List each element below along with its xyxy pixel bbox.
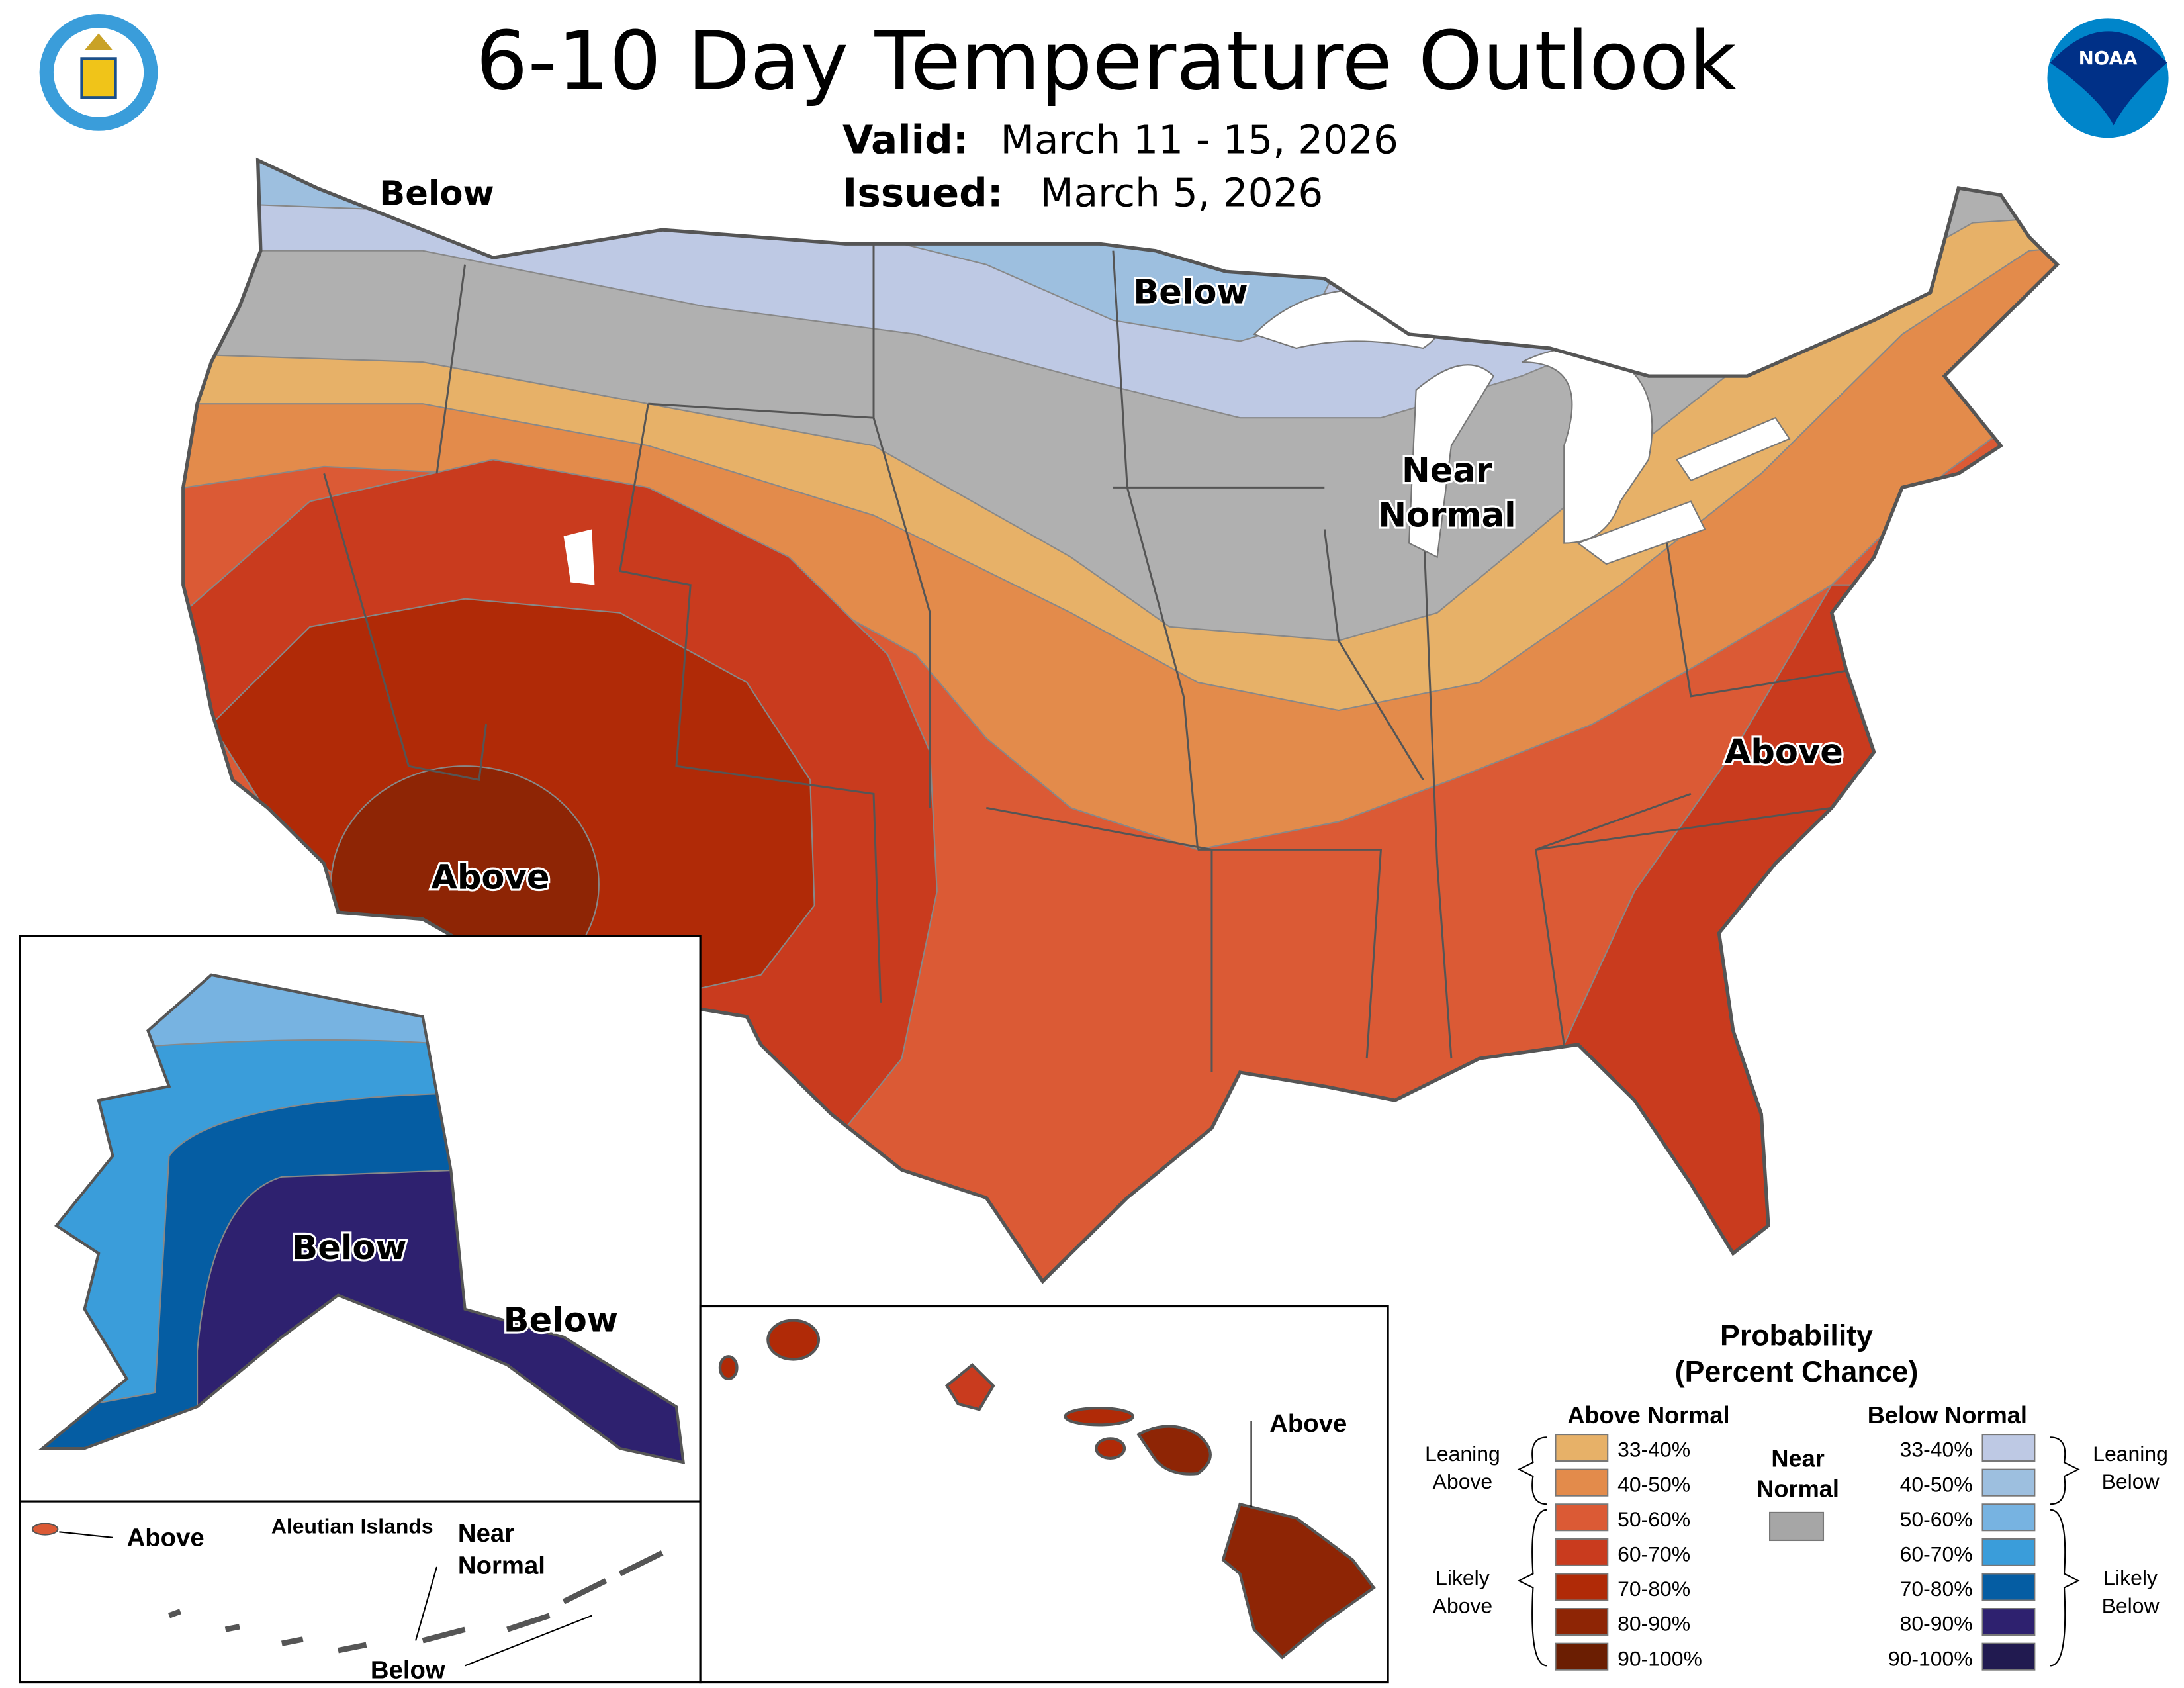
legend-below-swatch — [1981, 1468, 2036, 1497]
legend-above-swatch — [1555, 1573, 1609, 1601]
label-wa-below: Below — [379, 174, 494, 213]
legend-likely-below-1: Likely — [2103, 1566, 2158, 1589]
legend-above-swatch — [1555, 1538, 1609, 1566]
legend-above-label: 33-40% — [1617, 1438, 1690, 1462]
legend: Probability (Percent Chance) Above Norma… — [1425, 1320, 2168, 1671]
legend-below-label: 40-50% — [1900, 1473, 1973, 1497]
svg-text:NOAA: NOAA — [2079, 48, 2138, 69]
legend-above-label: 90-100% — [1617, 1647, 1702, 1671]
label-aleutian-near-1: Near — [458, 1520, 514, 1548]
legend-below-header: Below Normal — [1868, 1401, 2027, 1429]
noaa-logo: NOAA — [2047, 18, 2169, 138]
legend-leaning-above-2: Above — [1433, 1470, 1493, 1493]
issued-label: Issued: — [842, 170, 1003, 216]
label-aleutian-below: Below — [371, 1656, 445, 1684]
legend-below-label: 90-100% — [1888, 1647, 1973, 1671]
legend-leaning-below-1: Leaning — [2093, 1442, 2168, 1466]
legend-title-2: (Percent Chance) — [1675, 1356, 1919, 1388]
label-alaska-se-below: Below — [504, 1301, 618, 1340]
legend-near-swatch — [1769, 1511, 1825, 1542]
legend-likely-above-2: Above — [1433, 1594, 1493, 1618]
label-sw-above: Above — [431, 858, 549, 897]
legend-above-label: 70-80% — [1617, 1577, 1690, 1601]
label-aleutian-near-2: Normal — [458, 1552, 545, 1580]
legend-below-label: 80-90% — [1900, 1612, 1973, 1636]
legend-above-label: 50-60% — [1617, 1507, 1690, 1531]
legend-below-swatch — [1981, 1503, 2036, 1532]
label-aleutian-above: Above — [127, 1524, 205, 1552]
legend-below-label: 50-60% — [1900, 1507, 1973, 1531]
legend-above-label: 40-50% — [1617, 1473, 1690, 1497]
conus-outline — [181, 157, 2060, 1284]
legend-near-2: Normal — [1756, 1476, 1839, 1503]
valid-date: March 11 - 15, 2026 — [1001, 117, 1398, 163]
legend-above-swatch — [1555, 1434, 1609, 1462]
legend-below-label: 70-80% — [1900, 1577, 1973, 1601]
legend-below-label: 60-70% — [1900, 1542, 1973, 1566]
label-mn-below: Below — [1133, 273, 1248, 312]
legend-above-swatch — [1555, 1608, 1609, 1636]
label-hawaii-above: Above — [1269, 1410, 1347, 1438]
legend-below-swatch — [1981, 1434, 2036, 1462]
legend-below-swatch — [1981, 1608, 2036, 1636]
legend-below-swatch — [1981, 1538, 2036, 1566]
legend-likely-above-1: Likely — [1435, 1566, 1490, 1589]
label-alaska-below: Below — [292, 1228, 406, 1267]
legend-near-1: Near — [1771, 1445, 1824, 1472]
alaska-inset: Below Below — [19, 935, 702, 1503]
legend-title-1: Probability — [1720, 1320, 1873, 1352]
legend-leaning-above-1: Leaning — [1425, 1442, 1500, 1466]
legend-below-label: 33-40% — [1900, 1438, 1973, 1462]
legend-above-header: Above Normal — [1567, 1401, 1729, 1429]
legend-above-swatch — [1555, 1642, 1609, 1671]
label-se-above: Above — [1725, 732, 1843, 771]
legend-above-swatch — [1555, 1503, 1609, 1532]
valid-label: Valid: — [842, 117, 968, 163]
issued-date: March 5, 2026 — [1040, 170, 1323, 216]
commerce-seal-logo — [39, 14, 158, 131]
label-near-normal-2: Normal — [1378, 496, 1516, 535]
aleutian-inset: Aleutian Islands Above Near Normal Below — [19, 1500, 702, 1684]
legend-below-swatch — [1981, 1573, 2036, 1601]
legend-above-label: 60-70% — [1617, 1542, 1690, 1566]
hawaii-inset: Above — [699, 1305, 1389, 1684]
legend-above-swatch — [1555, 1468, 1609, 1497]
legend-above-label: 80-90% — [1617, 1612, 1690, 1636]
label-near-normal-1: Near — [1402, 451, 1492, 490]
label-aleutian-title: Aleutian Islands — [271, 1515, 433, 1538]
legend-below-swatch — [1981, 1642, 2036, 1671]
legend-likely-below-2: Below — [2102, 1594, 2160, 1618]
page-title: 6-10 Day Temperature Outlook — [476, 14, 1737, 108]
legend-leaning-below-2: Below — [2102, 1470, 2160, 1493]
